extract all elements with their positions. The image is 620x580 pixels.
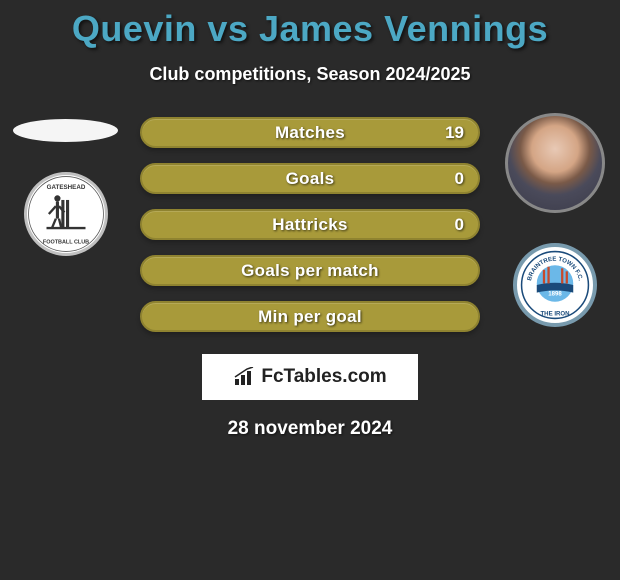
left-club-badge: GATESHEAD FOOTBALL CLUB <box>24 172 108 256</box>
fctables-logo: FcTables.com <box>202 354 418 400</box>
right-player-photo <box>505 113 605 213</box>
stat-right-value: 0 <box>455 165 464 192</box>
stat-label: Matches <box>142 119 478 146</box>
svg-text:1898: 1898 <box>548 291 562 298</box>
page-title: Quevin vs James Vennings <box>0 0 620 50</box>
stat-bar-goals: Goals 0 <box>140 163 480 194</box>
chart-icon <box>233 367 257 387</box>
stat-bar-goals-per-match: Goals per match <box>140 255 480 286</box>
stat-label: Hattricks <box>142 211 478 238</box>
stat-label: Goals per match <box>142 257 478 284</box>
logo-text: FcTables.com <box>261 366 386 388</box>
page-subtitle: Club competitions, Season 2024/2025 <box>0 64 620 85</box>
svg-text:THE IRON: THE IRON <box>540 310 569 317</box>
stat-label: Min per goal <box>142 303 478 330</box>
left-player-column: GATESHEAD FOOTBALL CLUB <box>8 113 123 256</box>
stat-bar-hattricks: Hattricks 0 <box>140 209 480 240</box>
stat-bar-matches: Matches 19 <box>140 117 480 148</box>
comparison-date: 28 november 2024 <box>0 418 620 440</box>
stat-right-value: 0 <box>455 211 464 238</box>
stat-bar-min-per-goal: Min per goal <box>140 301 480 332</box>
svg-text:GATESHEAD: GATESHEAD <box>46 184 85 191</box>
stat-label: Goals <box>142 165 478 192</box>
svg-text:FOOTBALL CLUB: FOOTBALL CLUB <box>42 240 88 246</box>
gateshead-badge-icon: GATESHEAD FOOTBALL CLUB <box>27 175 105 253</box>
braintree-badge-icon: 1898 BRAINTREE TOWN F.C. THE IRON <box>517 247 593 323</box>
comparison-content: GATESHEAD FOOTBALL CLUB 1898 BRAINTREE T… <box>0 113 620 440</box>
stat-bars: Matches 19 Goals 0 Hattricks 0 Goals per… <box>140 113 480 332</box>
right-club-badge: 1898 BRAINTREE TOWN F.C. THE IRON <box>513 243 597 327</box>
stat-right-value: 19 <box>445 119 464 146</box>
right-player-column: 1898 BRAINTREE TOWN F.C. THE IRON <box>500 113 610 327</box>
left-player-photo <box>13 119 118 142</box>
